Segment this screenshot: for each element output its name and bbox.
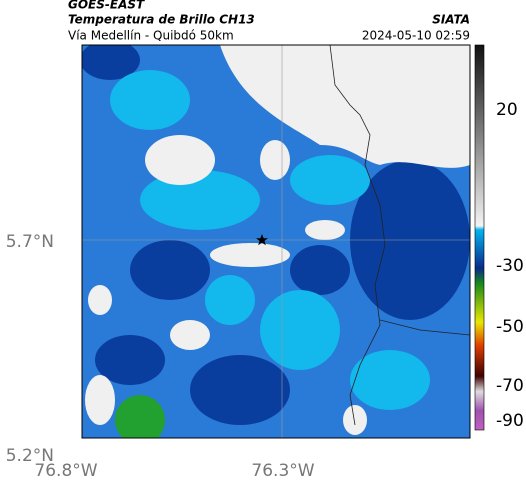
source: GOES-EAST xyxy=(68,0,145,12)
brand: SIATA xyxy=(432,13,470,27)
lat-label: 5.2°N xyxy=(6,446,54,466)
timestamp: 2024-05-10 02:59 xyxy=(362,29,470,43)
title: Temperatura de Brillo CH13 xyxy=(68,13,255,27)
subtitle: Vía Medellín - Quibdó 50km xyxy=(68,29,234,43)
colorbar-tick: -30 xyxy=(496,256,524,276)
lon-label: 76.3°W xyxy=(251,461,314,481)
colorbar-tick: -50 xyxy=(496,317,524,337)
satellite-field xyxy=(82,45,470,438)
lon-label: 76.8°W xyxy=(34,461,97,481)
colorbar-tick: -90 xyxy=(496,411,524,431)
lat-label: 5.7°N xyxy=(6,232,54,252)
colorbar-tick: -70 xyxy=(496,376,524,396)
colorbar-tick: 20 xyxy=(496,100,518,120)
